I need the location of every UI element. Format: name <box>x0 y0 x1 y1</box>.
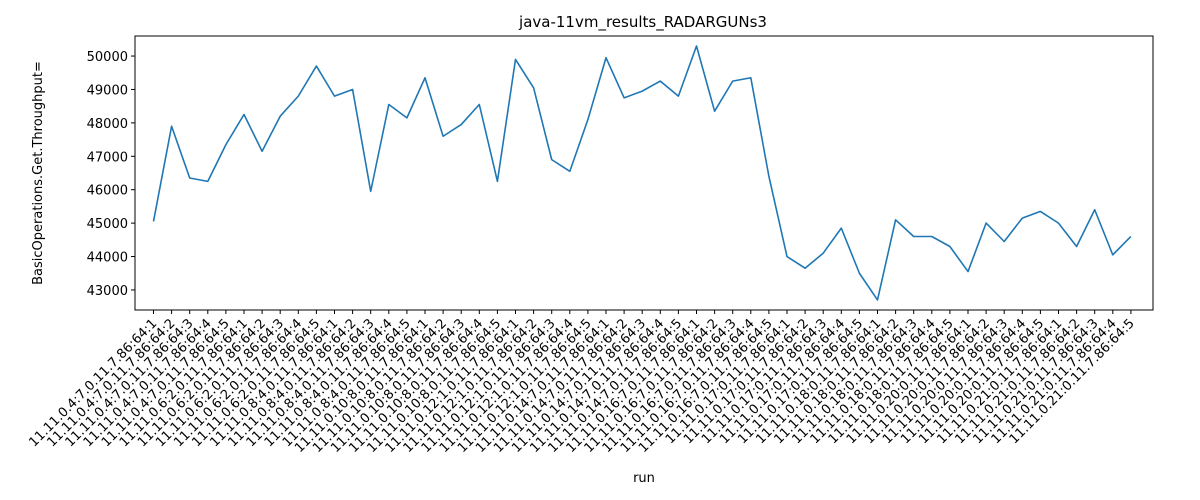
y-tick-label: 44000 <box>87 251 128 266</box>
y-tick-label: 45000 <box>87 217 128 232</box>
chart-title: java-11vm_results_RADARGUNs3 <box>518 13 767 32</box>
plot-frame <box>134 35 1154 311</box>
series-line <box>152 45 1132 301</box>
y-tick-label: 43000 <box>87 284 128 299</box>
y-tick-label: 47000 <box>87 150 128 165</box>
x-axis-title: run <box>633 471 655 486</box>
y-axis-title: BasicOperations.Get.Throughput= <box>31 61 46 285</box>
plot-area <box>152 45 1132 301</box>
y-tick-label: 46000 <box>87 184 128 199</box>
y-axis: 43000 44000 45000 46000 47000 48000 49000 50000 <box>87 50 135 299</box>
y-tick-label: 50000 <box>87 50 128 65</box>
y-tick-label: 49000 <box>87 83 128 98</box>
x-axis: 11.11.0.4:7.0.11.7.86:64:111.11.0.4:7.0.… <box>26 310 1138 456</box>
y-tick-label: 48000 <box>87 117 128 132</box>
